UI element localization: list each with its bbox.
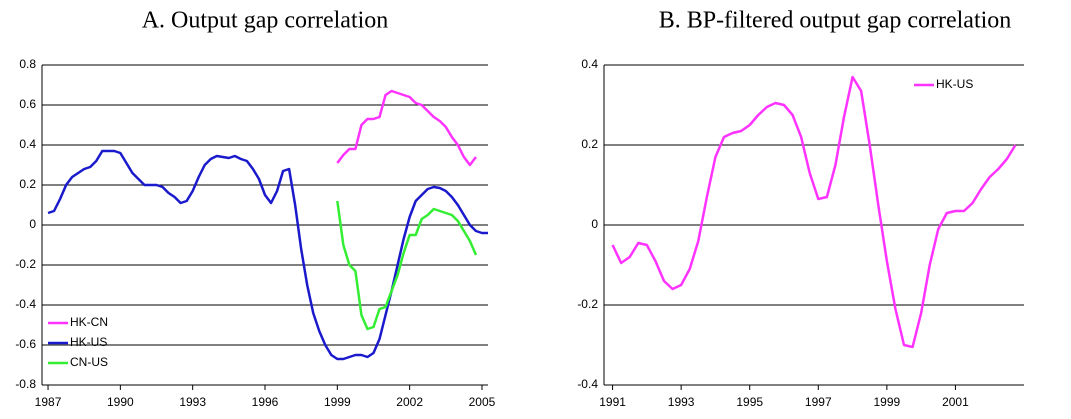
y-tick-label: -0.6	[15, 337, 36, 351]
y-tick-label: -0.8	[15, 377, 36, 391]
x-tick-label: 1990	[107, 395, 134, 409]
y-tick-label: 0.4	[581, 57, 598, 71]
series-line	[47, 149, 488, 361]
x-tick-label: 1996	[252, 395, 279, 409]
x-tick-label: 1993	[668, 395, 695, 409]
x-tick-label: 1987	[35, 395, 62, 409]
x-tick-label: 2005	[469, 395, 496, 409]
y-tick-label: -0.4	[15, 297, 36, 311]
legend-label: HK-US	[936, 77, 973, 91]
y-tick-label: 0.2	[19, 177, 36, 191]
x-tick-label: 1993	[179, 395, 206, 409]
y-tick-label: 0.6	[19, 97, 36, 111]
x-tick-label: 2002	[396, 395, 423, 409]
y-tick-label: -0.2	[577, 297, 598, 311]
legend-label: CN-US	[70, 355, 108, 369]
x-tick-label: 1991	[599, 395, 626, 409]
y-tick-label: -0.2	[15, 257, 36, 271]
chart-title: A. Output gap correlation	[142, 8, 389, 34]
x-tick-label: 1997	[805, 395, 832, 409]
series-line	[611, 75, 1017, 349]
legend-label: HK-CN	[70, 315, 108, 329]
y-tick-label: 0.4	[19, 137, 36, 151]
x-tick-label: 2001	[942, 395, 969, 409]
y-tick-label: 0	[591, 217, 598, 231]
series-line	[336, 200, 478, 331]
x-tick-label: 1995	[736, 395, 763, 409]
x-tick-label: 1999	[324, 395, 351, 409]
y-tick-label: 0.8	[19, 57, 36, 71]
y-tick-label: 0	[29, 217, 36, 231]
x-tick-label: 1999	[874, 395, 901, 409]
y-tick-label: 0.2	[581, 137, 598, 151]
y-tick-label: -0.4	[577, 377, 598, 391]
legend-label: HK-US	[70, 335, 107, 349]
series-line	[336, 89, 477, 167]
chart-title: B. BP-filtered output gap correlation	[659, 8, 1012, 34]
